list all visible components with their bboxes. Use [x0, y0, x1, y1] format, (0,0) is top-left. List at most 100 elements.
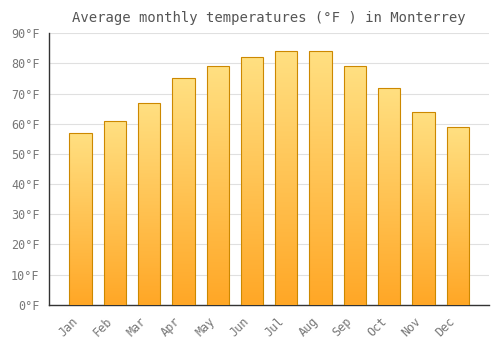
- Bar: [412, 118, 434, 119]
- Bar: [104, 223, 126, 224]
- Bar: [344, 279, 366, 281]
- Bar: [172, 220, 195, 222]
- Bar: [310, 102, 332, 104]
- Bar: [172, 178, 195, 180]
- Bar: [310, 283, 332, 285]
- Bar: [104, 206, 126, 208]
- Bar: [104, 274, 126, 275]
- Bar: [412, 257, 434, 259]
- Bar: [344, 289, 366, 290]
- Bar: [344, 219, 366, 220]
- Bar: [378, 167, 400, 169]
- Bar: [310, 172, 332, 173]
- Bar: [104, 289, 126, 290]
- Bar: [172, 302, 195, 303]
- Bar: [241, 133, 263, 135]
- Bar: [241, 232, 263, 234]
- Bar: [275, 270, 297, 271]
- Bar: [172, 133, 195, 134]
- Bar: [172, 145, 195, 146]
- Bar: [138, 167, 160, 169]
- Bar: [241, 173, 263, 175]
- Bar: [206, 237, 229, 238]
- Bar: [104, 217, 126, 218]
- Bar: [138, 301, 160, 302]
- Bar: [104, 198, 126, 199]
- Bar: [70, 230, 92, 231]
- Bar: [275, 268, 297, 270]
- Bar: [446, 223, 469, 224]
- Bar: [241, 140, 263, 141]
- Bar: [104, 273, 126, 274]
- Bar: [344, 240, 366, 241]
- Bar: [275, 53, 297, 55]
- Bar: [206, 116, 229, 117]
- Bar: [412, 199, 434, 201]
- Bar: [138, 244, 160, 246]
- Bar: [241, 287, 263, 288]
- Bar: [70, 229, 92, 230]
- Bar: [138, 142, 160, 143]
- Bar: [206, 235, 229, 237]
- Bar: [344, 287, 366, 289]
- Bar: [138, 258, 160, 259]
- Bar: [138, 213, 160, 215]
- Bar: [70, 197, 92, 198]
- Bar: [206, 127, 229, 128]
- Bar: [206, 241, 229, 243]
- Bar: [446, 179, 469, 180]
- Bar: [344, 272, 366, 273]
- Bar: [275, 102, 297, 104]
- Bar: [446, 195, 469, 196]
- Bar: [446, 234, 469, 235]
- Bar: [446, 241, 469, 242]
- Bar: [275, 126, 297, 127]
- Bar: [275, 271, 297, 273]
- Bar: [172, 249, 195, 251]
- Bar: [172, 269, 195, 270]
- Bar: [172, 166, 195, 168]
- Bar: [172, 106, 195, 107]
- Bar: [275, 175, 297, 176]
- Bar: [138, 198, 160, 200]
- Bar: [70, 254, 92, 256]
- Bar: [446, 180, 469, 181]
- Bar: [344, 175, 366, 176]
- Bar: [412, 303, 434, 305]
- Bar: [378, 124, 400, 125]
- Bar: [241, 212, 263, 214]
- Bar: [138, 175, 160, 177]
- Bar: [241, 166, 263, 168]
- Bar: [446, 130, 469, 132]
- Bar: [206, 190, 229, 192]
- Bar: [241, 84, 263, 85]
- Bar: [70, 166, 92, 167]
- Bar: [138, 169, 160, 170]
- Bar: [172, 161, 195, 163]
- Bar: [412, 146, 434, 148]
- Bar: [378, 253, 400, 254]
- Bar: [412, 177, 434, 178]
- Bar: [241, 259, 263, 260]
- Bar: [344, 275, 366, 276]
- Bar: [241, 141, 263, 143]
- Bar: [70, 226, 92, 227]
- Bar: [70, 291, 92, 292]
- Bar: [70, 243, 92, 244]
- Bar: [412, 184, 434, 185]
- Bar: [138, 236, 160, 237]
- Bar: [206, 152, 229, 154]
- Bar: [446, 193, 469, 195]
- Bar: [70, 158, 92, 159]
- Bar: [138, 128, 160, 130]
- Bar: [344, 246, 366, 248]
- Bar: [310, 175, 332, 176]
- Bar: [172, 223, 195, 225]
- Bar: [241, 206, 263, 208]
- Bar: [412, 201, 434, 202]
- Bar: [70, 179, 92, 180]
- Bar: [70, 159, 92, 160]
- Bar: [412, 253, 434, 255]
- Bar: [206, 217, 229, 219]
- Bar: [275, 239, 297, 241]
